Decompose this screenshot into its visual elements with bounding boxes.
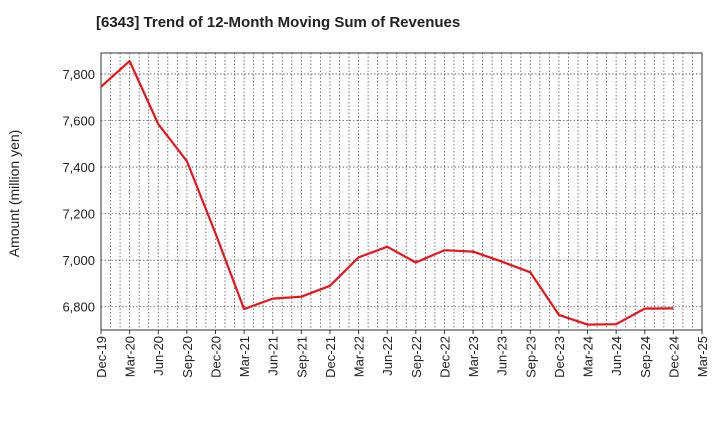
x-tick-label: Mar-21: [237, 336, 252, 377]
plot-area: [100, 52, 703, 331]
x-tick-label: Mar-22: [352, 336, 367, 377]
x-tick-label: Mar-20: [123, 336, 138, 377]
x-tick-label: Sep-24: [638, 336, 653, 378]
series-line: [100, 59, 674, 326]
y-tick-label: 6,800: [62, 300, 95, 315]
y-tick-label: 7,400: [62, 160, 95, 175]
y-axis-ticks: 6,800 7,000 7,200 7,400 7,600 7,800: [62, 67, 95, 315]
x-tick-label: Jun-21: [266, 336, 281, 376]
x-tick-label: Sep-22: [409, 336, 424, 378]
x-tick-label: Mar-24: [581, 336, 596, 377]
y-tick-label: 7,600: [62, 114, 95, 129]
x-tick-label: Sep-20: [180, 336, 195, 378]
x-tick-label: Dec-19: [94, 336, 109, 378]
y-tick-label: 7,800: [62, 67, 95, 82]
x-tick-label: Mar-23: [466, 336, 481, 377]
x-tick-label: Jun-22: [380, 336, 395, 376]
x-tick-label: Dec-20: [208, 336, 223, 378]
x-tick-label: Dec-24: [666, 336, 681, 378]
x-axis-ticks: Dec-19 Mar-20 Jun-20 Sep-20 Dec-20 Mar-21 Jun-…: [94, 330, 710, 378]
x-tick-label: Jun-24: [609, 336, 624, 376]
series-layer: [100, 59, 674, 326]
x-tick-label: Sep-21: [294, 336, 309, 378]
y-tick-label: 7,000: [62, 253, 95, 268]
y-tick-label: 7,200: [62, 207, 95, 222]
x-tick-label: Dec-22: [437, 336, 452, 378]
grid-lines: [101, 53, 702, 330]
y-axis-label: Amount (million yen): [6, 130, 22, 258]
chart-title: [6343] Trend of 12-Month Moving Sum of R…: [96, 14, 461, 31]
x-tick-label: Dec-23: [552, 336, 567, 378]
x-tick-label: Jun-23: [495, 336, 510, 376]
x-tick-label: Sep-23: [523, 336, 538, 378]
x-tick-label: Jun-20: [151, 336, 166, 376]
x-tick-label: Mar-25: [695, 336, 710, 377]
x-tick-label: Dec-21: [323, 336, 338, 378]
